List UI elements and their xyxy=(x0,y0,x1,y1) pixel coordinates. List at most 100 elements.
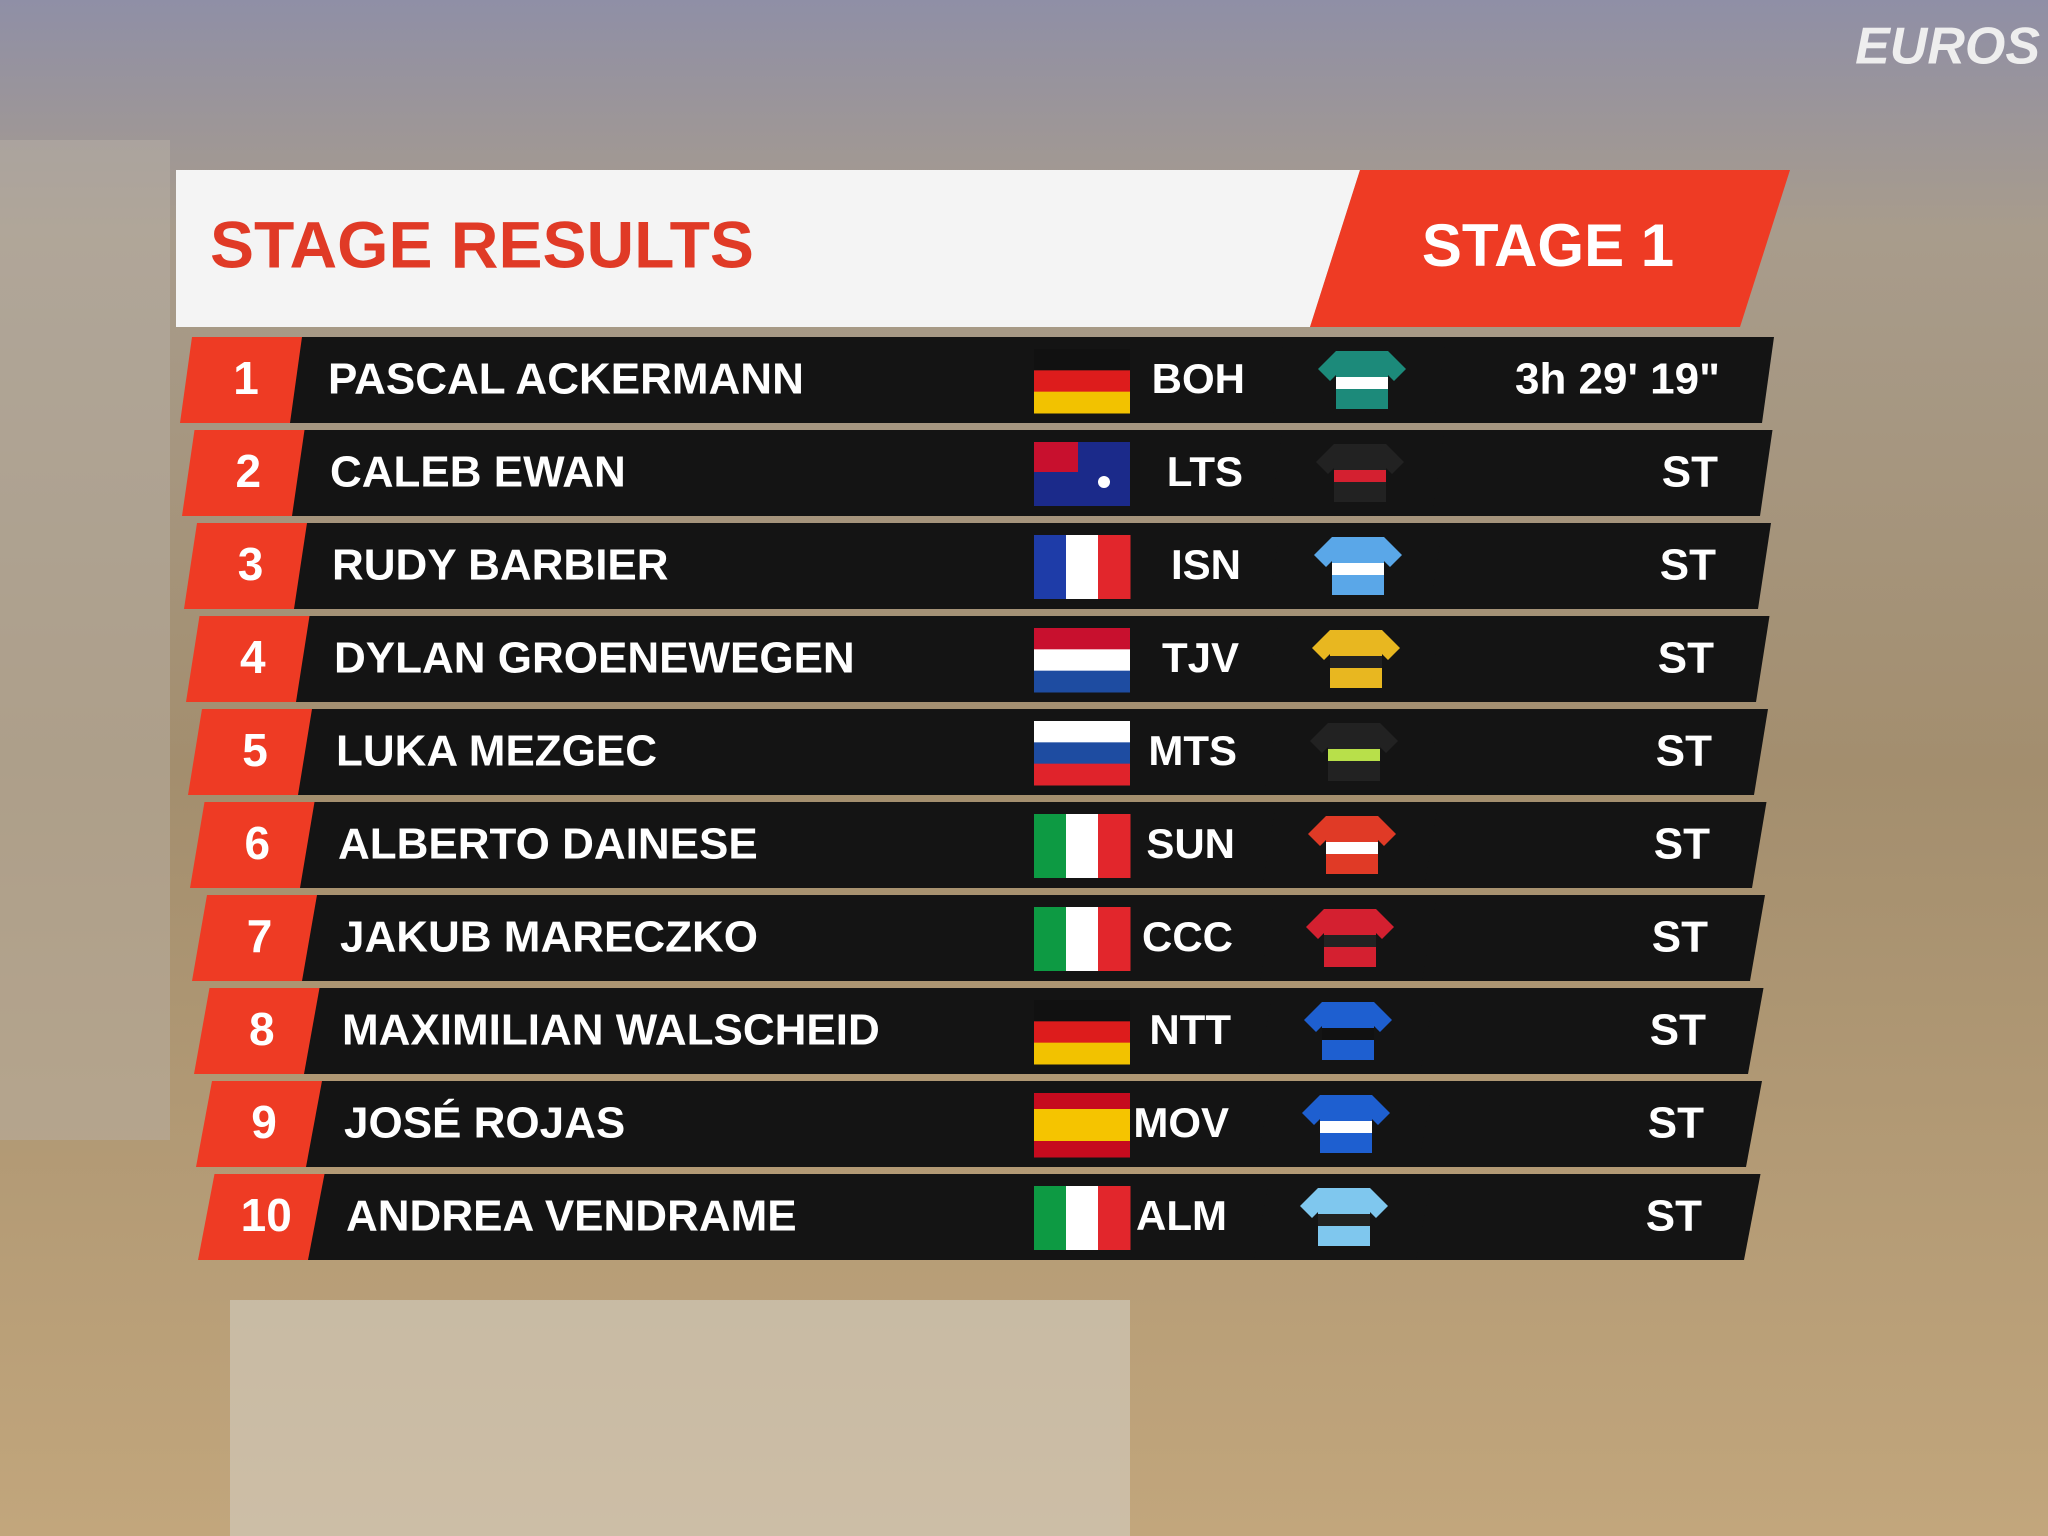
time-box xyxy=(1430,523,1771,609)
flag-stripe xyxy=(1034,814,1067,878)
flag-stripe xyxy=(1098,535,1131,599)
flag-stripe xyxy=(1034,1125,1130,1142)
time: ST xyxy=(1650,1006,1706,1055)
time-box xyxy=(1428,616,1770,702)
rank: 3 xyxy=(238,538,264,590)
flag-stripe xyxy=(1034,1186,1067,1250)
time-box xyxy=(1416,1174,1761,1260)
jersey-trim xyxy=(1326,842,1378,854)
flag-stripe xyxy=(1034,1042,1130,1065)
team-code: LTS xyxy=(1167,448,1243,495)
time: ST xyxy=(1660,541,1716,590)
time: 3h 29' 19" xyxy=(1515,355,1720,404)
header-title: STAGE RESULTS xyxy=(210,207,754,281)
flag-stripe xyxy=(1098,814,1131,878)
rank-box xyxy=(196,1081,332,1167)
flag-stripe xyxy=(1034,742,1130,765)
flag-stripe xyxy=(1034,907,1067,971)
rank-box xyxy=(186,616,320,702)
rider-name: LUKA MEZGEC xyxy=(336,727,657,776)
channel-logo: EUROS xyxy=(1855,18,2040,76)
stage-box xyxy=(1310,170,1790,327)
time: ST xyxy=(1656,727,1712,776)
rank: 5 xyxy=(242,724,268,776)
flag-stripe xyxy=(1066,907,1099,971)
background-city xyxy=(0,140,170,1140)
rank-box xyxy=(194,988,330,1074)
time-box xyxy=(1432,430,1773,516)
time: ST xyxy=(1652,913,1708,962)
time: ST xyxy=(1654,820,1710,869)
flag-stripe xyxy=(1034,670,1130,693)
rank: 10 xyxy=(241,1189,292,1241)
rank: 1 xyxy=(233,352,259,404)
flag-union xyxy=(1034,442,1078,472)
flag-stripe xyxy=(1034,649,1130,672)
rank: 9 xyxy=(251,1096,277,1148)
rank: 4 xyxy=(240,631,266,683)
team-code: ISN xyxy=(1171,541,1241,588)
rider-name: RUDY BARBIER xyxy=(332,541,669,590)
time-box xyxy=(1426,709,1768,795)
flag-stripe xyxy=(1034,535,1067,599)
time: ST xyxy=(1648,1099,1704,1148)
jersey-trim xyxy=(1328,749,1380,761)
rank: 8 xyxy=(249,1003,275,1055)
rider-name: PASCAL ACKERMANN xyxy=(328,355,804,404)
flag-stripe xyxy=(1034,391,1130,414)
rank: 7 xyxy=(247,910,273,962)
flag-star xyxy=(1098,476,1110,488)
flag-stripe xyxy=(1066,814,1099,878)
rank-box xyxy=(180,337,312,423)
rank-box xyxy=(192,895,327,981)
rank-box xyxy=(190,802,325,888)
flag-stripe xyxy=(1034,628,1130,650)
team-code: CCC xyxy=(1142,913,1233,960)
rider-name: JOSÉ ROJAS xyxy=(344,1098,625,1148)
team-code: ALM xyxy=(1136,1192,1227,1239)
flag-stripe xyxy=(1034,721,1130,743)
team-code: TJV xyxy=(1162,634,1239,681)
rider-name: ANDREA VENDRAME xyxy=(346,1192,797,1241)
rank-box xyxy=(188,709,322,795)
team-code: BOH xyxy=(1152,355,1245,402)
results-table: 1 PASCAL ACKERMANN BOH 3h 29' 19" 2 CALEB EWA… xyxy=(180,337,1774,1260)
team-code: MOV xyxy=(1133,1099,1229,1146)
jersey-trim xyxy=(1334,470,1386,482)
team-code: NTT xyxy=(1149,1006,1231,1053)
rider-name: DYLAN GROENEWEGEN xyxy=(334,634,855,683)
flag-stripe xyxy=(1034,1000,1130,1022)
time-box xyxy=(1418,1081,1762,1167)
time-box xyxy=(1422,895,1765,981)
time-box xyxy=(1434,337,1774,423)
jersey-trim xyxy=(1332,563,1384,575)
flag-stripe xyxy=(1098,907,1131,971)
team-code: SUN xyxy=(1146,820,1235,867)
rider-name: MAXIMILIAN WALSCHEID xyxy=(342,1006,880,1055)
rank: 6 xyxy=(244,817,270,869)
time: ST xyxy=(1658,634,1714,683)
jersey-trim xyxy=(1336,377,1388,389)
jersey-trim xyxy=(1318,1214,1370,1226)
flag-stripe xyxy=(1034,349,1130,371)
jersey-trim xyxy=(1320,1121,1372,1133)
flag-stripe xyxy=(1034,370,1130,393)
jersey-trim xyxy=(1330,656,1382,668)
rank-box xyxy=(198,1174,335,1260)
jersey-trim xyxy=(1322,1028,1374,1040)
flag-stripe xyxy=(1034,763,1130,786)
flag-stripe xyxy=(1034,1109,1130,1126)
rank-box xyxy=(184,523,317,609)
rank: 2 xyxy=(235,445,261,497)
team-code: MTS xyxy=(1148,727,1237,774)
rank-box xyxy=(182,430,315,516)
stage-label: STAGE 1 xyxy=(1422,212,1674,279)
time: ST xyxy=(1646,1192,1702,1241)
jersey-trim xyxy=(1324,935,1376,947)
time: ST xyxy=(1662,448,1718,497)
background-building xyxy=(230,1300,1130,1536)
time-box xyxy=(1420,988,1764,1074)
flag-stripe xyxy=(1066,1186,1099,1250)
